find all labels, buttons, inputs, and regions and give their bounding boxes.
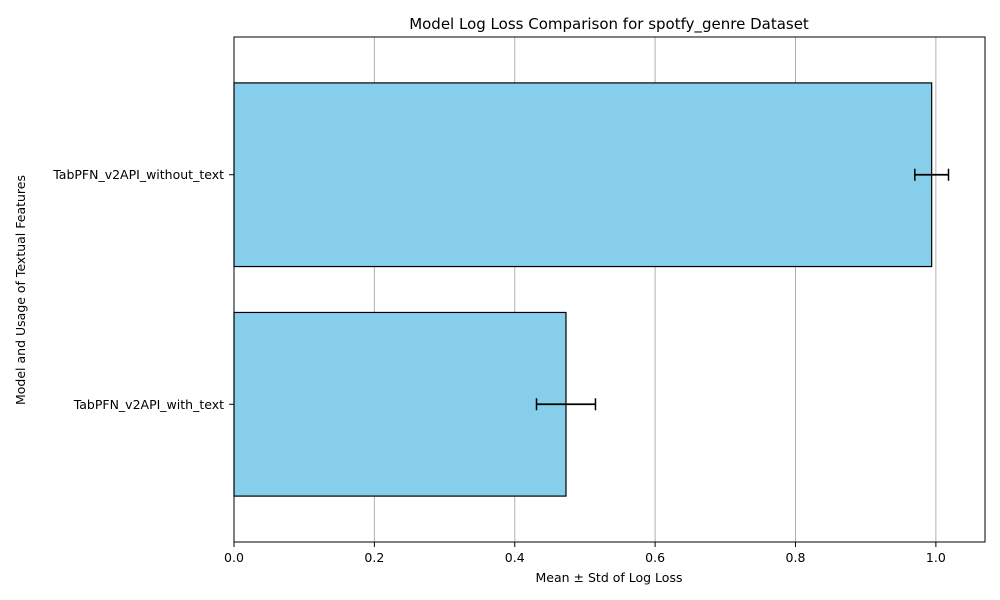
y-tick-label: TabPFN_v2API_with_text	[73, 397, 224, 412]
y-axis-ticks: TabPFN_v2API_without_text TabPFN_v2API_wi…	[52, 167, 234, 412]
x-tick-label: 0.4	[505, 550, 525, 565]
x-tick-label: 1.0	[926, 550, 946, 565]
chart-title: Model Log Loss Comparison for spotfy_gen…	[409, 15, 809, 34]
x-axis-ticks: 0.0 0.2 0.4 0.6 0.8 1.0	[224, 542, 946, 565]
bar	[233, 311, 567, 497]
bars	[233, 82, 933, 497]
x-tick-label: 0.6	[645, 550, 665, 565]
bar	[233, 82, 933, 268]
x-tick-label: 0.2	[364, 550, 384, 565]
x-axis-label: Mean ± Std of Log Loss	[536, 570, 683, 585]
x-tick-label: 0.0	[224, 550, 244, 565]
error-bars	[535, 168, 950, 411]
x-tick-label: 0.8	[786, 550, 806, 565]
y-axis-label: Model and Usage of Textual Features	[13, 175, 28, 405]
y-tick-label: TabPFN_v2API_without_text	[52, 167, 224, 182]
plot-frame	[233, 36, 986, 543]
